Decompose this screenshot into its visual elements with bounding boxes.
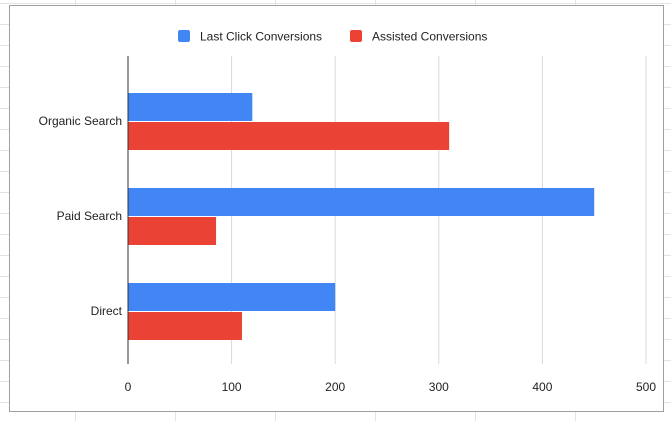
- bars: [128, 93, 595, 340]
- bar-last-click-conversions-direct[interactable]: [128, 283, 336, 311]
- legend-label[interactable]: Assisted Conversions: [372, 30, 487, 44]
- category-label: Organic Search: [39, 114, 122, 128]
- category-labels: Organic Search Paid Search Direct: [39, 114, 123, 318]
- legend-swatch: [178, 30, 190, 42]
- x-tick-label: 400: [532, 380, 552, 394]
- legend-swatch: [350, 30, 362, 42]
- legend-label[interactable]: Last Click Conversions: [200, 30, 322, 44]
- category-label: Direct: [91, 304, 123, 318]
- chart-container[interactable]: 0 100 200 300 400 500 Organic Search Paid Sear…: [9, 5, 664, 412]
- x-tick-label: 100: [222, 380, 242, 394]
- bar-assisted-conversions-direct[interactable]: [128, 312, 242, 340]
- bar-last-click-conversions-organic-search[interactable]: [128, 93, 253, 121]
- x-tick-label: 500: [636, 380, 656, 394]
- x-tick-label: 200: [325, 380, 345, 394]
- bar-last-click-conversions-paid-search[interactable]: [128, 188, 595, 216]
- x-axis-ticks: 0 100 200 300 400 500: [125, 380, 657, 394]
- x-tick-label: 0: [125, 380, 132, 394]
- bar-assisted-conversions-organic-search[interactable]: [128, 122, 450, 150]
- legend: Last Click Conversions Assisted Conversio…: [178, 30, 487, 44]
- bar-chart: 0 100 200 300 400 500 Organic Search Paid Sear…: [39, 30, 657, 395]
- bar-assisted-conversions-paid-search[interactable]: [128, 217, 217, 245]
- x-tick-label: 300: [429, 380, 449, 394]
- category-label: Paid Search: [57, 209, 122, 223]
